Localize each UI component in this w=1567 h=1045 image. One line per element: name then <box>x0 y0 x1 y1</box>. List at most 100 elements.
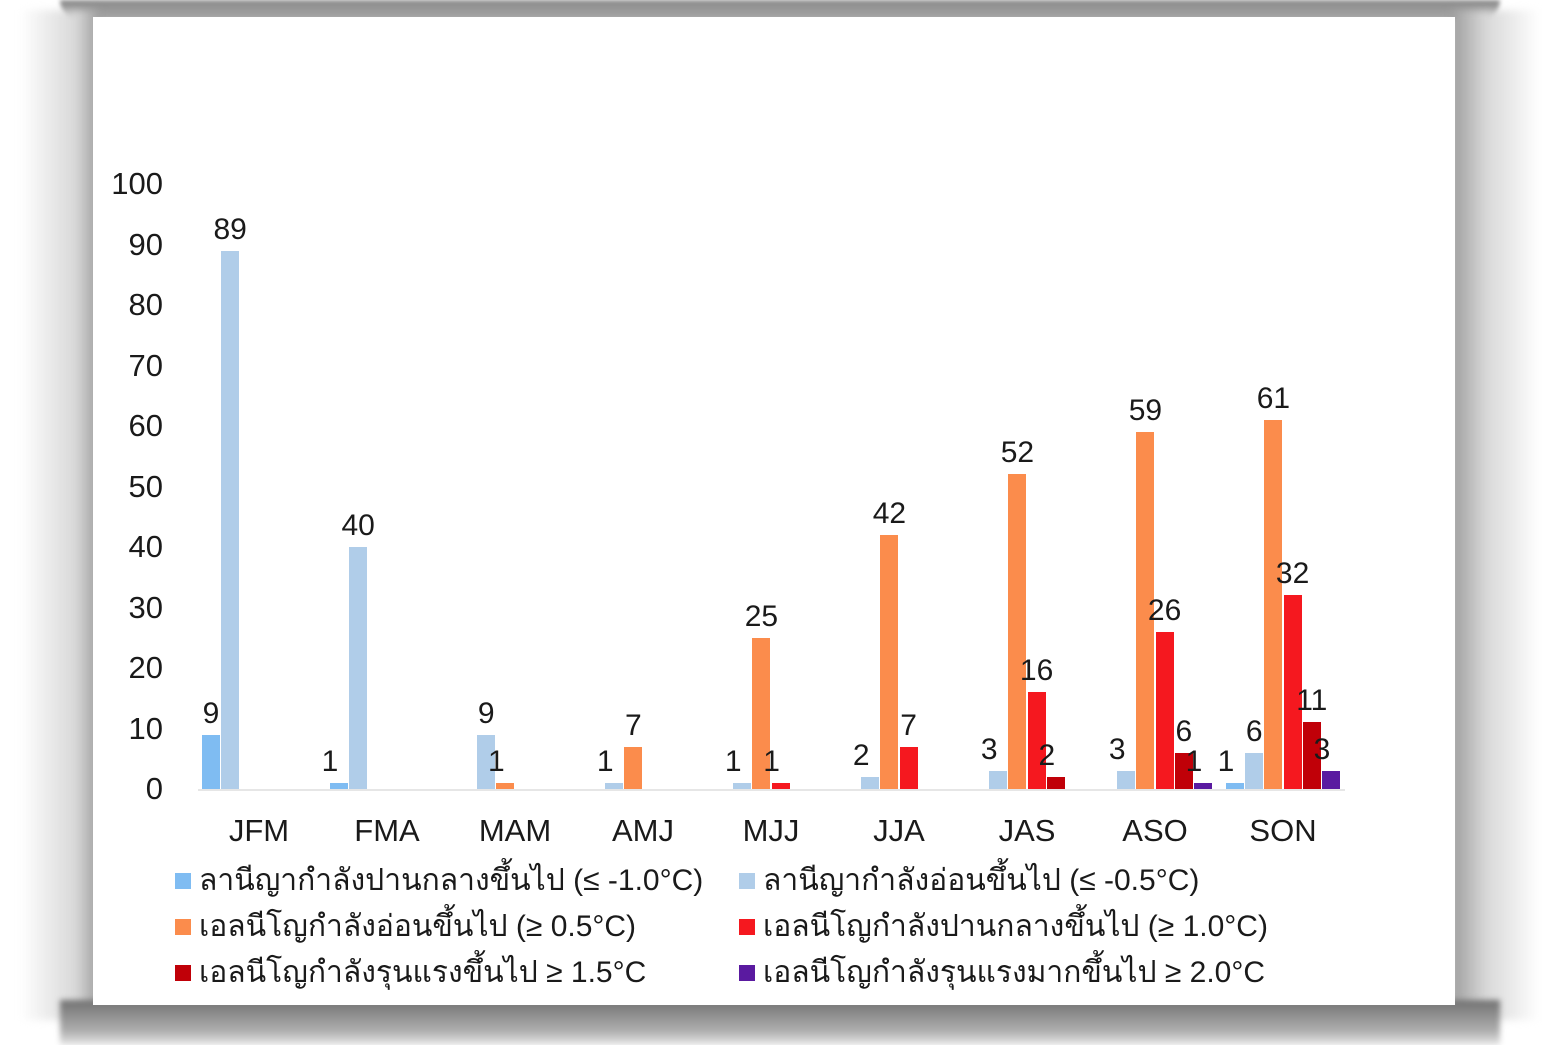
legend-swatch-icon <box>175 919 191 935</box>
bar <box>1264 419 1283 789</box>
bar <box>752 637 771 789</box>
x-tick-label: MAM <box>478 813 552 848</box>
x-tick-label: ASO <box>1122 813 1188 848</box>
bar <box>1322 770 1340 789</box>
bar-value-label: 52 <box>1000 436 1035 470</box>
bar-value-label: 3 <box>1313 732 1331 766</box>
bar-value-label: 40 <box>341 509 375 542</box>
x-tick-label: JJA <box>873 813 925 848</box>
legend-swatch-icon <box>739 873 755 889</box>
frame-shadow-right <box>1450 10 1540 1020</box>
x-tick-label: SON <box>1249 813 1317 848</box>
legend-item: เอลนีโญกำลังอ่อนขึ้นไป (≥ 0.5°C) <box>175 912 636 942</box>
bar <box>899 746 918 789</box>
y-tick-label: 10 <box>128 710 163 746</box>
bar <box>861 776 880 789</box>
bar <box>1008 474 1027 789</box>
bar <box>605 782 624 789</box>
legend-label: เอลนีโญกำลังปานกลางขึ้นไป (≥ 1.0°C) <box>763 910 1268 943</box>
bar-value-label: 2 <box>1038 738 1056 772</box>
bar <box>624 746 643 789</box>
bar <box>1174 752 1193 789</box>
bar <box>1117 770 1136 789</box>
y-tick-label: 0 <box>145 771 163 806</box>
legend-label: ลานีญากำลังปานกลางขึ้นไป (≤ -1.0°C) <box>199 864 704 897</box>
bar <box>477 734 496 789</box>
x-axis-line <box>198 789 1345 791</box>
bar <box>1283 595 1302 789</box>
frame-shadow-left <box>20 10 100 1020</box>
bar-value-label: 9 <box>202 696 220 730</box>
bar-value-label: 25 <box>744 599 779 633</box>
y-tick-label: 30 <box>128 589 163 625</box>
bar-value-label: 2 <box>852 738 870 772</box>
bar-value-label: 61 <box>1256 381 1291 415</box>
y-tick-label: 70 <box>128 347 163 383</box>
bar-value-label: 3 <box>1108 732 1126 766</box>
y-tick-label: 50 <box>128 468 163 504</box>
legend-label: เอลนีโญกำลังรุนแรงมากขึ้นไป ≥ 2.0°C <box>763 956 1266 989</box>
bar <box>496 782 515 789</box>
bar <box>221 250 240 789</box>
bar-value-label: 1 <box>724 744 742 778</box>
legend-item: ลานีญากำลังปานกลางขึ้นไป (≤ -1.0°C) <box>175 866 703 896</box>
y-tick-label: 40 <box>128 529 163 564</box>
bar <box>349 547 368 789</box>
bar-value-label: 11 <box>1296 684 1328 718</box>
bar <box>989 770 1008 789</box>
bar-value-label: 1 <box>763 744 780 778</box>
bar <box>1245 752 1264 789</box>
x-tick-label: AMJ <box>612 813 674 848</box>
bar-chart: 0 10 20 30 40 50 60 70 80 90 100 9 89 1 40 9 1 1 7 1 25 1 2 42… <box>93 17 1455 1005</box>
bar-value-label: 1 <box>488 744 505 778</box>
bar <box>771 782 790 789</box>
legend-swatch-icon <box>175 965 191 981</box>
legend-swatch-icon <box>739 919 755 935</box>
y-tick-label: 90 <box>128 226 163 262</box>
bar-value-label: 6 <box>1245 714 1263 748</box>
legend-item: เอลนีโญกำลังปานกลางขึ้นไป (≥ 1.0°C) <box>739 912 1268 942</box>
legend-item: เอลนีโญกำลังรุนแรงมากขึ้นไป ≥ 2.0°C <box>739 958 1265 988</box>
legend-label: ลานีญากำลังอ่อนขึ้นไป (≤ -0.5°C) <box>763 864 1200 897</box>
bar-value-label: 26 <box>1147 593 1182 627</box>
x-tick-label: FMA <box>354 813 420 848</box>
bar-value-label: 1 <box>1185 744 1203 778</box>
chart-card: 0 10 20 30 40 50 60 70 80 90 100 9 89 1 40 9 1 1 7 1 25 1 2 42… <box>93 17 1455 1005</box>
bar-value-label: 42 <box>872 496 907 530</box>
bar-value-label: 6 <box>1175 714 1193 748</box>
bar-value-label: 59 <box>1128 394 1163 428</box>
x-tick-label: JAS <box>998 813 1056 848</box>
bar-value-label: 7 <box>900 708 917 742</box>
legend-label: เอลนีโญกำลังรุนแรงขึ้นไป ≥ 1.5°C <box>199 956 647 989</box>
bar <box>1155 631 1174 789</box>
y-tick-label: 20 <box>128 650 163 685</box>
bar-value-label: 1 <box>321 744 339 778</box>
legend-swatch-icon <box>739 965 755 981</box>
bar-value-label: 89 <box>213 212 247 246</box>
bar <box>202 734 220 789</box>
legend-label: เอลนีโญกำลังอ่อนขึ้นไป (≥ 0.5°C) <box>199 910 637 943</box>
bar-value-label: 1 <box>596 744 614 778</box>
y-tick-label: 100 <box>111 166 163 201</box>
legend-swatch-icon <box>175 873 191 889</box>
bar-value-label: 3 <box>980 732 998 766</box>
legend-item: ลานีญากำลังอ่อนขึ้นไป (≤ -0.5°C) <box>739 866 1199 896</box>
bar-value-label: 1 <box>1217 744 1235 778</box>
bar-value-label: 16 <box>1019 654 1054 688</box>
bar-value-label: 7 <box>625 708 642 742</box>
bar <box>1226 782 1244 789</box>
frame-shadow-bottom <box>60 1000 1500 1045</box>
bar <box>1136 432 1155 789</box>
bar <box>1302 722 1321 789</box>
bar-value-label: 9 <box>477 696 495 730</box>
x-tick-label: JFM <box>228 813 290 848</box>
y-tick-label: 80 <box>128 287 163 322</box>
bar <box>880 534 899 789</box>
bar-value-label: 32 <box>1275 557 1310 591</box>
legend-item: เอลนีโญกำลังรุนแรงขึ้นไป ≥ 1.5°C <box>175 958 646 988</box>
x-tick-label: MJJ <box>742 813 800 848</box>
bar <box>733 782 752 789</box>
bar <box>1194 782 1212 789</box>
bar <box>330 782 348 789</box>
y-tick-label: 60 <box>128 408 163 443</box>
